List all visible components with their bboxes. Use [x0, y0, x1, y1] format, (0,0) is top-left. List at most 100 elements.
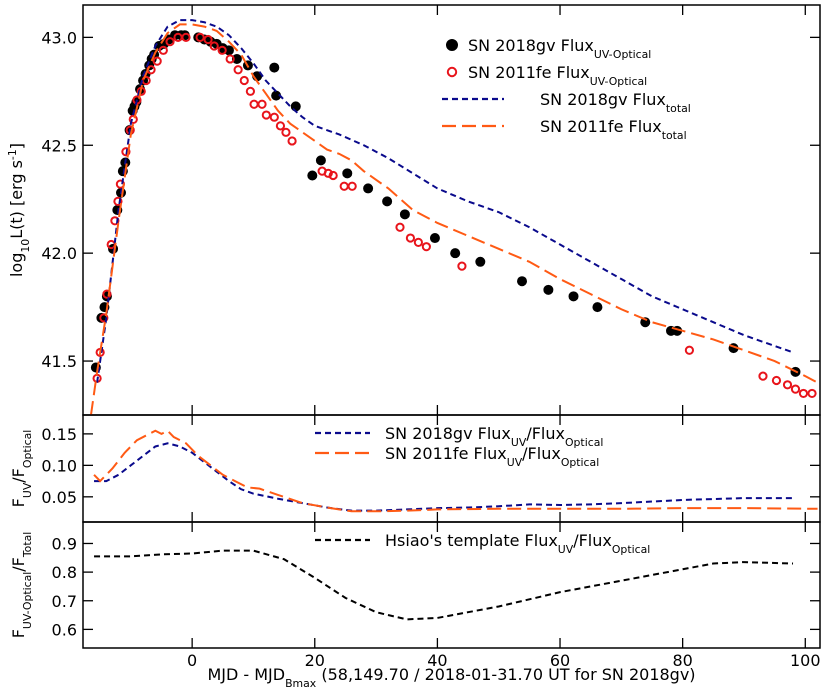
- text-part: ]: [7, 143, 26, 149]
- y-axis-label: FUV-Optical/FTotal: [9, 532, 34, 639]
- y-axis-label: log10L(t) [erg s-1]: [6, 143, 32, 277]
- data-point: [158, 45, 168, 55]
- data-point: [113, 196, 123, 206]
- text-part: Optical: [561, 456, 599, 469]
- text-part: /F: [9, 468, 28, 483]
- data-point: [798, 388, 809, 399]
- data-point: [790, 384, 801, 394]
- plot-area: [94, 549, 794, 621]
- data-point: [249, 99, 259, 109]
- data-point: [152, 56, 162, 66]
- data-point: [758, 371, 768, 381]
- data-point: [323, 168, 333, 178]
- data-point: [275, 121, 286, 131]
- legend-label: SN 2018gv Fluxtotal: [540, 90, 691, 115]
- data-point: [405, 233, 416, 243]
- text-part: 10: [19, 239, 32, 253]
- legend-symbol: [446, 66, 458, 78]
- data-point: [307, 170, 318, 181]
- text-part: Optical: [21, 430, 34, 468]
- data-point: [225, 54, 235, 64]
- y-tick-label: 0.15: [41, 425, 77, 444]
- data-point: [245, 86, 255, 96]
- data-point: [315, 155, 326, 166]
- data-point: [339, 181, 349, 191]
- y-tick-label: 0.9: [52, 534, 77, 553]
- text-part: /F: [9, 557, 28, 572]
- legend-label: SN 2011fe FluxUV/FluxOptical: [385, 444, 599, 469]
- plot-frame: [82, 521, 821, 649]
- text-part: UV-Optical: [590, 75, 647, 88]
- text-part: SN 2018gv Flux: [385, 424, 511, 443]
- data-point: [195, 32, 205, 42]
- data-point: [429, 233, 440, 244]
- plot-area: [89, 19, 819, 415]
- data-point: [382, 196, 393, 207]
- text-part: F: [9, 498, 28, 507]
- x-tick-label: 20: [305, 651, 325, 670]
- data-point: [287, 136, 297, 146]
- text-part: L(t) [erg s: [7, 160, 26, 239]
- data-point: [181, 32, 191, 42]
- data-point: [395, 222, 405, 232]
- text-part: /Flux: [573, 531, 612, 550]
- y-tick-label: 42.5: [41, 136, 77, 155]
- text-part: UV-Optical: [21, 572, 34, 629]
- text-part: total: [662, 129, 687, 142]
- data-point: [771, 375, 782, 386]
- data-point: [209, 41, 219, 51]
- legend-label: SN 2018gv FluxUV-Optical: [468, 36, 651, 61]
- text-part: (58,149.70 / 2018-01-31.70 UT for SN 201…: [316, 665, 695, 684]
- y-tick-label: 0.10: [41, 456, 77, 475]
- data-point: [102, 289, 112, 299]
- data-point: [543, 284, 554, 295]
- data-point: [261, 110, 271, 120]
- data-point: [363, 183, 374, 194]
- data-point: [342, 168, 353, 179]
- plot-frame: [82, 4, 821, 416]
- data-point: [807, 388, 817, 399]
- text-part: UV: [21, 482, 34, 498]
- y-tick-label: 0.8: [52, 563, 77, 582]
- data-point: [239, 75, 249, 86]
- legend-label: SN 2011fe FluxUV-Optical: [468, 63, 647, 88]
- data-point: [110, 216, 120, 226]
- y-tick-label: 0.7: [52, 592, 77, 611]
- data-point: [592, 302, 603, 313]
- y-axis-label: FUV/FOptical: [9, 430, 34, 508]
- legend-label: Hsiao's template FluxUV/FluxOptical: [385, 531, 650, 556]
- text-part: UV: [511, 436, 527, 449]
- data-point: [203, 34, 213, 45]
- legend-label: SN 2011fe Fluxtotal: [540, 117, 687, 142]
- data-point: [421, 242, 431, 252]
- x-tick-label: 0: [187, 651, 197, 670]
- data-point: [99, 313, 109, 323]
- x-tick-label: 100: [790, 651, 821, 670]
- text-part: Optical: [612, 543, 650, 556]
- text-part: UV: [507, 456, 523, 469]
- text-part: UV-Optical: [594, 48, 651, 61]
- data-point: [568, 291, 579, 302]
- data-point: [399, 209, 410, 220]
- data-point: [233, 65, 243, 75]
- data-line: [96, 19, 794, 383]
- data-point: [269, 112, 279, 122]
- text-part: Bmax: [285, 677, 317, 690]
- text-part: MJD - MJD: [207, 665, 285, 684]
- legend-label: SN 2018gv FluxUV/FluxOptical: [385, 424, 603, 449]
- text-part: Total: [21, 532, 34, 558]
- data-point: [121, 147, 131, 157]
- data-point: [517, 276, 528, 287]
- text-part: SN 2011fe Flux: [468, 63, 590, 82]
- y-tick-label: 0.6: [52, 620, 77, 639]
- x-tick-label: 60: [550, 651, 570, 670]
- legend-symbol: [446, 39, 458, 51]
- text-part: F: [9, 629, 28, 638]
- data-point: [347, 181, 357, 191]
- data-point: [413, 237, 423, 247]
- data-point: [165, 37, 175, 47]
- text-part: total: [666, 102, 691, 115]
- data-point: [231, 53, 242, 64]
- data-point: [782, 380, 793, 390]
